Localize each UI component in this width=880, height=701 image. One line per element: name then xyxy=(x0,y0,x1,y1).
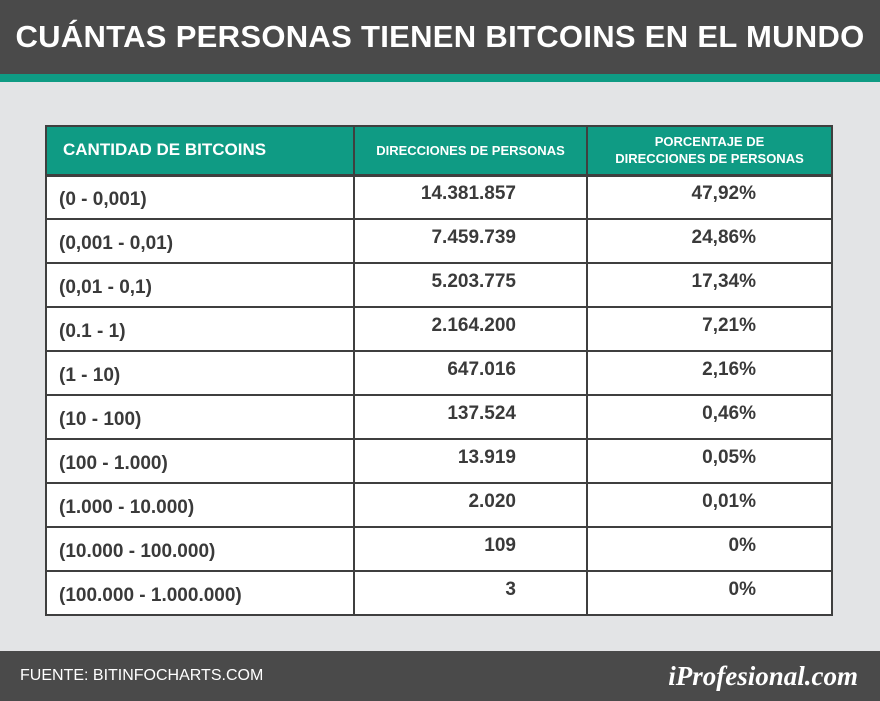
column-header-amount: CANTIDAD DE BITCOINS xyxy=(45,125,355,177)
range-cell: (100.000 - 1.000.000) xyxy=(45,570,355,616)
column-header-percent-line: DIRECCIONES DE PERSONAS xyxy=(615,151,804,167)
footer-bar: FUENTE: BITINFOCHARTS.COM iProfesional.c… xyxy=(0,651,880,701)
table-row: (0,01 - 0,1) 5.203.775 17,34% xyxy=(45,262,833,308)
column-header-percent-line: PORCENTAJE DE xyxy=(654,134,765,150)
table-row: (10.000 - 100.000) 109 0% xyxy=(45,526,833,572)
percent-cell: 7,21% xyxy=(586,306,833,352)
range-cell: (0 - 0,001) xyxy=(45,174,355,220)
addresses-cell: 5.203.775 xyxy=(353,262,588,308)
addresses-cell: 14.381.857 xyxy=(353,174,588,220)
header-bar: CUÁNTAS PERSONAS TIENEN BITCOINS EN EL M… xyxy=(0,0,880,74)
percent-cell: 47,92% xyxy=(586,174,833,220)
table-body: (0 - 0,001) 14.381.857 47,92% (0,001 - 0,01… xyxy=(45,174,833,616)
addresses-cell: 647.016 xyxy=(353,350,588,396)
column-header-addresses: DIRECCIONES DE PERSONAS xyxy=(353,125,588,177)
page-title: CUÁNTAS PERSONAS TIENEN BITCOINS EN EL M… xyxy=(15,19,865,54)
range-cell: (10 - 100) xyxy=(45,394,355,440)
percent-cell: 2,16% xyxy=(586,350,833,396)
range-cell: (100 - 1.000) xyxy=(45,438,355,484)
column-header-percent: PORCENTAJE DE DIRECCIONES DE PERSONAS xyxy=(586,125,833,177)
percent-cell: 0,01% xyxy=(586,482,833,528)
percent-cell: 17,34% xyxy=(586,262,833,308)
percent-cell: 0,05% xyxy=(586,438,833,484)
addresses-cell: 7.459.739 xyxy=(353,218,588,264)
percent-cell: 0,46% xyxy=(586,394,833,440)
table-header-row: CANTIDAD DE BITCOINS DIRECCIONES DE PERS… xyxy=(45,125,833,177)
bitcoin-distribution-table: CANTIDAD DE BITCOINS DIRECCIONES DE PERS… xyxy=(45,125,833,616)
addresses-cell: 109 xyxy=(353,526,588,572)
addresses-cell: 13.919 xyxy=(353,438,588,484)
source-credit: FUENTE: BITINFOCHARTS.COM xyxy=(20,667,264,684)
addresses-cell: 137.524 xyxy=(353,394,588,440)
percent-cell: 0% xyxy=(586,526,833,572)
range-cell: (1 - 10) xyxy=(45,350,355,396)
range-cell: (0,01 - 0,1) xyxy=(45,262,355,308)
table-row: (1 - 10) 647.016 2,16% xyxy=(45,350,833,396)
percent-cell: 0% xyxy=(586,570,833,616)
range-cell: (0,001 - 0,01) xyxy=(45,218,355,264)
accent-stripe xyxy=(0,74,880,82)
table-row: (100.000 - 1.000.000) 3 0% xyxy=(45,570,833,616)
percent-cell: 24,86% xyxy=(586,218,833,264)
addresses-cell: 3 xyxy=(353,570,588,616)
addresses-cell: 2.164.200 xyxy=(353,306,588,352)
table-row: (10 - 100) 137.524 0,46% xyxy=(45,394,833,440)
range-cell: (1.000 - 10.000) xyxy=(45,482,355,528)
brand-logo: iProfesional.com xyxy=(668,660,858,691)
addresses-cell: 2.020 xyxy=(353,482,588,528)
table-row: (0 - 0,001) 14.381.857 47,92% xyxy=(45,174,833,220)
range-cell: (0.1 - 1) xyxy=(45,306,355,352)
table-row: (0.1 - 1) 2.164.200 7,21% xyxy=(45,306,833,352)
table-row: (1.000 - 10.000) 2.020 0,01% xyxy=(45,482,833,528)
range-cell: (10.000 - 100.000) xyxy=(45,526,355,572)
table-row: (100 - 1.000) 13.919 0,05% xyxy=(45,438,833,484)
table-row: (0,001 - 0,01) 7.459.739 24,86% xyxy=(45,218,833,264)
